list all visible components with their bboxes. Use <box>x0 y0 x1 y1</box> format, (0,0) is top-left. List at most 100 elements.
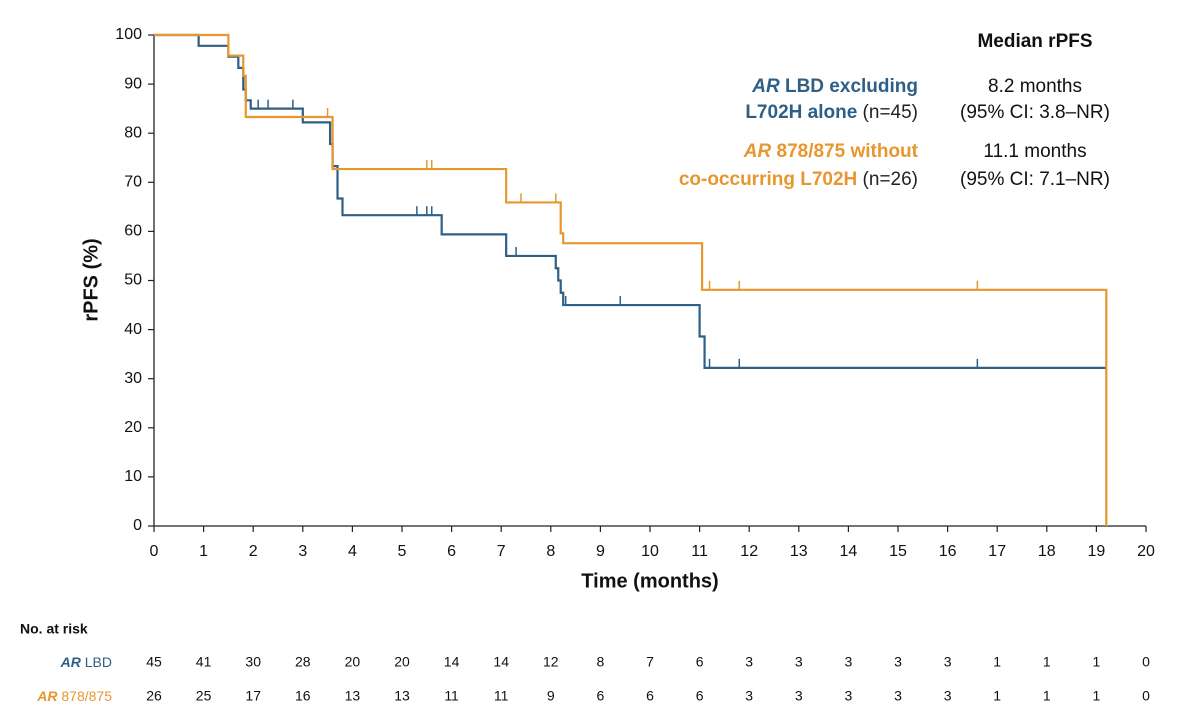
risk-count: 0 <box>1142 688 1150 704</box>
risk-count: 3 <box>845 688 853 704</box>
y-tick-label: 40 <box>124 321 142 338</box>
x-tick-label: 12 <box>740 543 758 560</box>
risk-count: 26 <box>146 688 162 704</box>
risk-count: 1 <box>1043 654 1051 670</box>
legend-label-part: co-occurring L702H <box>679 169 857 190</box>
legend-label: AR LBD excluding <box>751 76 918 97</box>
legend-label-part: L702H alone <box>745 102 857 123</box>
risk-count: 1 <box>1093 654 1101 670</box>
risk-count: 3 <box>944 654 952 670</box>
x-tick-label: 8 <box>546 543 555 560</box>
risk-count: 7 <box>646 654 654 670</box>
risk-count: 3 <box>745 688 753 704</box>
risk-count: 3 <box>894 654 902 670</box>
x-tick-label: 17 <box>988 543 1006 560</box>
x-tick-label: 16 <box>939 543 957 560</box>
legend-median: (95% CI: 7.1–NR) <box>960 169 1110 190</box>
x-tick-label: 10 <box>641 543 659 560</box>
x-tick-label: 11 <box>691 543 708 560</box>
risk-count: 1 <box>1043 688 1051 704</box>
x-tick-label: 9 <box>596 543 605 560</box>
y-tick-label: 10 <box>124 468 142 485</box>
x-tick-label: 0 <box>150 543 159 560</box>
x-tick-label: 4 <box>348 543 357 560</box>
risk-row-label-part: AR <box>36 688 58 704</box>
risk-row-label: AR LBD <box>60 654 112 670</box>
risk-count: 3 <box>845 654 853 670</box>
y-axis-title: rPFS (%) <box>80 238 102 321</box>
risk-row-label-part: AR <box>60 654 82 670</box>
risk-count: 1 <box>993 688 1001 704</box>
y-tick-label: 0 <box>133 517 142 534</box>
legend-label: L702H alone (n=45) <box>745 102 918 123</box>
risk-count: 3 <box>745 654 753 670</box>
x-tick-label: 1 <box>199 543 208 560</box>
risk-count: 20 <box>394 654 410 670</box>
risk-count: 28 <box>295 654 311 670</box>
x-tick-label: 2 <box>249 543 258 560</box>
risk-count: 6 <box>696 688 704 704</box>
risk-count: 1 <box>993 654 1001 670</box>
risk-row-label-part: LBD <box>81 654 112 670</box>
risk-count: 13 <box>394 688 410 704</box>
x-tick-label: 14 <box>840 543 858 560</box>
y-tick-label: 80 <box>124 124 142 141</box>
x-tick-label: 19 <box>1088 543 1106 560</box>
risk-count: 3 <box>795 654 803 670</box>
risk-count: 12 <box>543 654 559 670</box>
legend-label: co-occurring L702H (n=26) <box>679 169 918 190</box>
risk-count: 11 <box>444 688 459 704</box>
risk-count: 16 <box>295 688 311 704</box>
risk-count: 3 <box>795 688 803 704</box>
x-tick-label: 3 <box>298 543 307 560</box>
x-axis-title: Time (months) <box>581 570 718 592</box>
x-tick-label: 13 <box>790 543 808 560</box>
legend-median: 11.1 months <box>983 141 1086 162</box>
y-tick-label: 60 <box>124 223 142 240</box>
risk-count: 1 <box>1093 688 1101 704</box>
x-tick-label: 6 <box>447 543 456 560</box>
x-tick-label: 7 <box>497 543 506 560</box>
x-tick-label: 5 <box>398 543 407 560</box>
legend-label-part: (n=26) <box>857 169 918 190</box>
legend-label-part: AR <box>751 76 780 97</box>
y-tick-label: 90 <box>124 75 142 92</box>
y-tick-label: 30 <box>124 370 142 387</box>
risk-count: 45 <box>146 654 162 670</box>
risk-count: 3 <box>894 688 902 704</box>
x-tick-label: 18 <box>1038 543 1056 560</box>
risk-row-label-part: 878/875 <box>58 688 113 704</box>
y-tick-label: 100 <box>115 26 142 43</box>
risk-count: 8 <box>597 654 605 670</box>
risk-count: 14 <box>493 654 509 670</box>
legend-label: AR 878/875 without <box>743 141 919 162</box>
risk-count: 6 <box>646 688 654 704</box>
y-tick-label: 70 <box>124 174 142 191</box>
x-tick-label: 15 <box>889 543 907 560</box>
km-curve <box>154 33 1107 369</box>
legend-label-part: 878/875 without <box>771 141 918 162</box>
risk-count: 9 <box>547 688 555 704</box>
risk-count: 0 <box>1142 654 1150 670</box>
risk-count: 3 <box>944 688 952 704</box>
risk-count: 30 <box>245 654 261 670</box>
legend-label-part: AR <box>743 141 772 162</box>
km-curve <box>154 33 1108 526</box>
risk-count: 20 <box>345 654 361 670</box>
y-tick-label: 50 <box>124 272 142 289</box>
legend-label-part: LBD excluding <box>780 76 918 97</box>
risk-count: 25 <box>196 688 212 704</box>
legend-median: 8.2 months <box>988 76 1082 97</box>
y-tick-label: 20 <box>124 419 142 436</box>
legend-median: (95% CI: 3.8–NR) <box>960 102 1110 123</box>
risk-row-label: AR 878/875 <box>36 688 112 704</box>
risk-count: 11 <box>494 688 509 704</box>
x-tick-label: 20 <box>1137 543 1155 560</box>
legend-label-part: (n=45) <box>857 102 918 123</box>
risk-count: 41 <box>196 654 212 670</box>
risk-table-title: No. at risk <box>20 621 88 637</box>
risk-count: 17 <box>245 688 261 704</box>
risk-count: 14 <box>444 654 460 670</box>
legend-header: Median rPFS <box>977 31 1092 52</box>
